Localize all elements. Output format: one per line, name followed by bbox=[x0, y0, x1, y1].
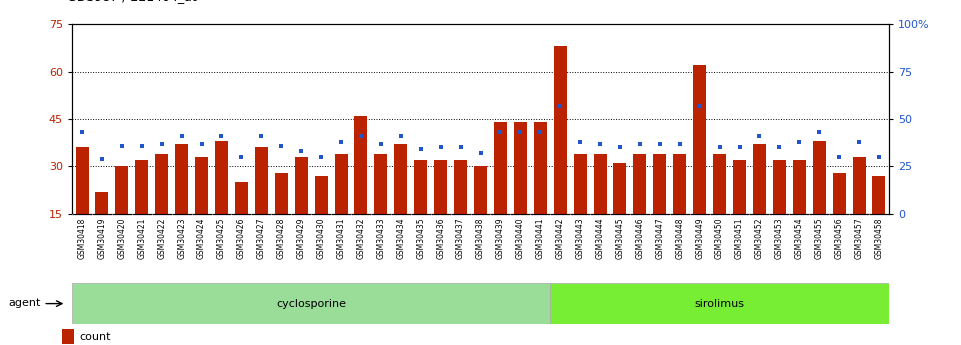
Text: GSM30443: GSM30443 bbox=[576, 217, 584, 259]
Bar bbox=[674, 154, 686, 262]
Text: sirolimus: sirolimus bbox=[695, 299, 745, 308]
Bar bbox=[551, 283, 889, 324]
Bar bbox=[434, 160, 447, 262]
Bar bbox=[653, 154, 666, 262]
Bar bbox=[494, 122, 506, 262]
Bar bbox=[474, 166, 487, 262]
Bar bbox=[355, 116, 367, 262]
Text: GSM30456: GSM30456 bbox=[834, 217, 844, 259]
Text: GSM30432: GSM30432 bbox=[357, 217, 365, 259]
Text: GSM30419: GSM30419 bbox=[97, 217, 107, 259]
Text: GSM30420: GSM30420 bbox=[117, 217, 127, 259]
Text: GSM30426: GSM30426 bbox=[237, 217, 246, 259]
Bar bbox=[713, 154, 727, 262]
Bar bbox=[773, 160, 786, 262]
Bar bbox=[95, 192, 109, 262]
Bar bbox=[375, 154, 387, 262]
Text: GSM30422: GSM30422 bbox=[158, 217, 166, 259]
Text: cyclosporine: cyclosporine bbox=[276, 299, 346, 308]
Text: GSM30453: GSM30453 bbox=[775, 217, 784, 259]
Text: GSM30455: GSM30455 bbox=[815, 217, 824, 259]
Text: GSM30446: GSM30446 bbox=[635, 217, 645, 259]
Text: GSM30425: GSM30425 bbox=[217, 217, 226, 259]
Text: GSM30431: GSM30431 bbox=[336, 217, 346, 259]
Bar bbox=[334, 154, 348, 262]
Bar bbox=[594, 154, 606, 262]
Bar bbox=[793, 160, 805, 262]
Text: GSM30442: GSM30442 bbox=[555, 217, 565, 259]
Text: GSM30427: GSM30427 bbox=[257, 217, 266, 259]
Text: GSM30436: GSM30436 bbox=[436, 217, 445, 259]
Bar bbox=[613, 163, 627, 262]
Bar bbox=[295, 157, 308, 262]
Bar bbox=[733, 160, 746, 262]
Text: GSM30452: GSM30452 bbox=[755, 217, 764, 259]
Text: GSM30424: GSM30424 bbox=[197, 217, 206, 259]
Text: GDS987 / 221404_at: GDS987 / 221404_at bbox=[67, 0, 197, 3]
Bar bbox=[72, 283, 551, 324]
Text: GSM30418: GSM30418 bbox=[78, 217, 86, 259]
Bar bbox=[156, 154, 168, 262]
Bar bbox=[115, 166, 129, 262]
Bar bbox=[813, 141, 825, 262]
Text: GSM30454: GSM30454 bbox=[795, 217, 803, 259]
Text: GSM30423: GSM30423 bbox=[177, 217, 186, 259]
Text: GSM30433: GSM30433 bbox=[377, 217, 385, 259]
Bar bbox=[554, 46, 567, 262]
Bar bbox=[693, 65, 706, 262]
Bar bbox=[62, 329, 75, 344]
Bar bbox=[314, 176, 328, 262]
Text: GSM30444: GSM30444 bbox=[596, 217, 604, 259]
Text: count: count bbox=[79, 332, 111, 342]
Bar bbox=[136, 160, 148, 262]
Text: GSM30448: GSM30448 bbox=[676, 217, 684, 259]
Bar bbox=[533, 122, 547, 262]
Text: GSM30445: GSM30445 bbox=[615, 217, 625, 259]
Bar bbox=[215, 141, 228, 262]
Bar bbox=[234, 182, 248, 262]
Text: GSM30421: GSM30421 bbox=[137, 217, 146, 259]
Bar bbox=[76, 148, 88, 262]
Text: GSM30434: GSM30434 bbox=[396, 217, 406, 259]
Bar bbox=[255, 148, 268, 262]
Bar bbox=[275, 173, 287, 262]
Text: GSM30440: GSM30440 bbox=[516, 217, 525, 259]
Bar bbox=[574, 154, 586, 262]
Bar bbox=[852, 157, 866, 262]
Text: GSM30438: GSM30438 bbox=[476, 217, 485, 259]
Text: GSM30441: GSM30441 bbox=[536, 217, 545, 259]
Bar bbox=[414, 160, 428, 262]
Bar bbox=[633, 154, 647, 262]
Text: GSM30447: GSM30447 bbox=[655, 217, 664, 259]
Bar bbox=[175, 144, 188, 262]
Bar bbox=[514, 122, 527, 262]
Bar bbox=[832, 173, 846, 262]
Text: GSM30449: GSM30449 bbox=[695, 217, 704, 259]
Text: GSM30429: GSM30429 bbox=[297, 217, 306, 259]
Text: GSM30435: GSM30435 bbox=[416, 217, 425, 259]
Bar bbox=[195, 157, 208, 262]
Bar bbox=[455, 160, 467, 262]
Text: GSM30451: GSM30451 bbox=[735, 217, 744, 259]
Text: agent: agent bbox=[9, 298, 41, 308]
Bar bbox=[873, 176, 885, 262]
Text: GSM30457: GSM30457 bbox=[854, 217, 864, 259]
Bar bbox=[394, 144, 407, 262]
Text: GSM30437: GSM30437 bbox=[456, 217, 465, 259]
Text: GSM30450: GSM30450 bbox=[715, 217, 724, 259]
Text: GSM30428: GSM30428 bbox=[277, 217, 285, 259]
Text: GSM30458: GSM30458 bbox=[875, 217, 883, 259]
Bar bbox=[753, 144, 766, 262]
Text: GSM30430: GSM30430 bbox=[316, 217, 326, 259]
Text: GSM30439: GSM30439 bbox=[496, 217, 505, 259]
